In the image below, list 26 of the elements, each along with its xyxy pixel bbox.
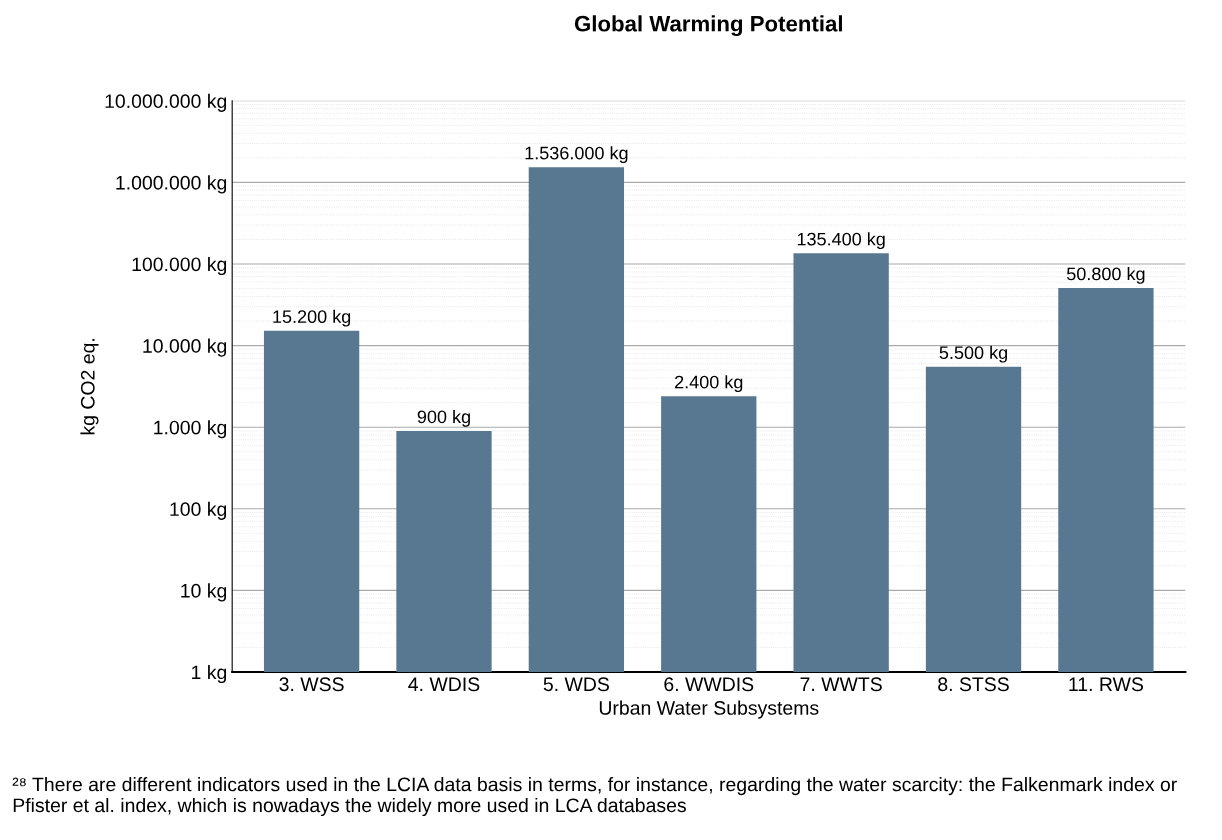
y-tick-label: 1.000 kg — [154, 420, 227, 439]
y-tick-label: 10.000 kg — [143, 338, 227, 357]
y-tick-label: 100.000 kg — [132, 256, 227, 276]
y-tick-label: 100 kg — [170, 501, 227, 520]
data-label: 135.400 kg — [797, 232, 885, 250]
data-label: 5.500 kg — [939, 345, 1007, 363]
x-tick-label: 8. STSS — [938, 677, 1009, 692]
x-tick-label: 3. WSS — [279, 677, 344, 692]
x-tick-label: 11. RWS — [1069, 677, 1144, 692]
data-label: 15.200 kg — [273, 309, 351, 327]
x-tick-label: 4. WDIS — [408, 677, 480, 692]
chart-title: Global Warming Potential — [574, 15, 842, 37]
x-tick-label: 7. WWTS — [800, 677, 882, 692]
y-tick-label: 10.000.000 kg — [105, 93, 227, 112]
data-label: 900 kg — [417, 409, 470, 427]
y-tick-label: 10 kg — [181, 583, 227, 602]
text: ²⁸ There are different indicators used in the LCIA data basis in terms, for instance, regarding the water scarcity: the Falkenmark index or Pfister et al. index, which is nowadays the widely more used in LCA databases — [12, 777, 1177, 817]
data-label: 2.400 kg — [675, 375, 743, 393]
x-axis-title: Urban Water Subsystems — [599, 700, 819, 719]
data-label: 50.800 kg — [1066, 267, 1145, 284]
x-tick-label: 5. WDS — [543, 677, 609, 692]
x-tick-label: 6. WWDIS — [664, 677, 754, 692]
y-axis-title: kg CO2 eq. — [80, 339, 99, 435]
y-tick-label: 1 kg — [192, 664, 227, 684]
y-tick-label: 1.000.000 kg — [116, 175, 227, 194]
data-label: 1.536.000 kg — [525, 146, 628, 164]
